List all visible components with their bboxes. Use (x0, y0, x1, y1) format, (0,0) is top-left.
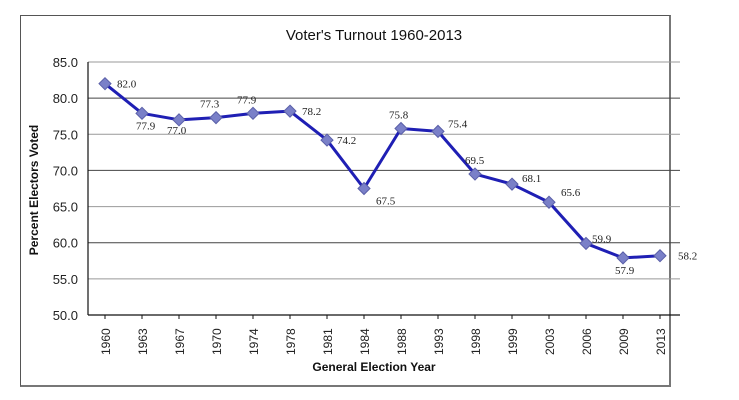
data-label: 58.2 (678, 251, 697, 263)
series-line (104, 82, 661, 260)
data-label: 59.9 (592, 233, 612, 245)
data-point-marker (357, 181, 371, 196)
x-tick-label: 1981 (321, 328, 335, 355)
data-label: 68.1 (522, 173, 541, 185)
x-axis-ticks: 1960 1963 1967 1970 1974 1978 1981 1984 1988 1993… (99, 315, 668, 355)
data-label: 77.9 (237, 94, 257, 106)
data-point-marker (394, 121, 408, 136)
x-tick-label: 1993 (432, 328, 446, 355)
x-tick-label: 1960 (99, 328, 113, 355)
y-tick-label: 55.0 (53, 272, 78, 287)
y-tick-label: 75.0 (53, 127, 78, 142)
data-label: 77.9 (136, 120, 156, 132)
data-point-marker (505, 177, 519, 191)
data-label: 74.2 (337, 135, 356, 147)
chart-frame (20, 15, 671, 387)
data-point-marker (246, 106, 260, 121)
y-tick-label: 60.0 (53, 236, 78, 251)
x-tick-label: 2006 (580, 328, 594, 355)
data-point-marker (320, 133, 334, 147)
x-tick-label: 1970 (210, 328, 224, 355)
data-point-marker (542, 195, 556, 209)
x-tick-label: 1963 (136, 328, 150, 355)
x-tick-label: 1998 (469, 328, 483, 355)
data-point-marker (209, 110, 223, 125)
x-tick-label: 1999 (506, 328, 520, 355)
data-label: 65.6 (561, 187, 581, 199)
y-axis-label: Percent Electors Voted (27, 125, 41, 256)
data-labels: 82.0 77.9 77.0 77.3 77.9 78.2 74.2 67.5 75.8 75.4… (117, 79, 697, 277)
x-tick-label: 1988 (395, 328, 409, 355)
x-tick-label: 2009 (617, 328, 631, 355)
data-point-marker (135, 106, 149, 121)
chart-title: Voter's Turnout 1960-2013 (286, 27, 462, 44)
axes (87, 62, 680, 316)
data-label: 77.0 (167, 125, 187, 137)
data-label: 82.0 (117, 79, 137, 91)
data-label: 78.2 (302, 106, 321, 118)
x-axis-label: General Election Year (312, 360, 436, 374)
data-label: 69.5 (465, 155, 485, 167)
data-point-marker (431, 124, 445, 139)
data-label: 67.5 (376, 196, 396, 208)
data-point-marker (283, 104, 297, 118)
data-point-marker (653, 249, 667, 263)
x-tick-label: 1974 (247, 328, 261, 355)
data-point-marker (468, 167, 482, 181)
y-tick-label: 80.0 (53, 91, 78, 106)
data-point-marker (172, 113, 186, 127)
x-tick-label: 1978 (284, 328, 298, 355)
data-series (98, 76, 667, 265)
x-tick-label: 1984 (358, 328, 372, 355)
data-point-marker (579, 236, 593, 251)
data-label: 75.8 (389, 110, 409, 122)
data-label: 77.3 (200, 99, 220, 111)
data-point-marker (98, 76, 112, 91)
data-label: 57.9 (615, 265, 635, 277)
y-tick-label: 50.0 (53, 308, 78, 323)
data-point-marker (616, 251, 630, 265)
y-tick-label: 65.0 (53, 200, 78, 215)
x-tick-label: 2013 (654, 328, 668, 355)
y-tick-label: 85.0 (53, 55, 78, 70)
y-axis-ticks: 50.0 55.0 60.0 65.0 70.0 75.0 80.0 85.0 (53, 55, 78, 323)
x-tick-label: 1967 (173, 328, 187, 355)
x-tick-label: 2003 (543, 328, 557, 355)
y-tick-label: 70.0 (53, 163, 78, 178)
data-label: 75.4 (448, 118, 468, 130)
